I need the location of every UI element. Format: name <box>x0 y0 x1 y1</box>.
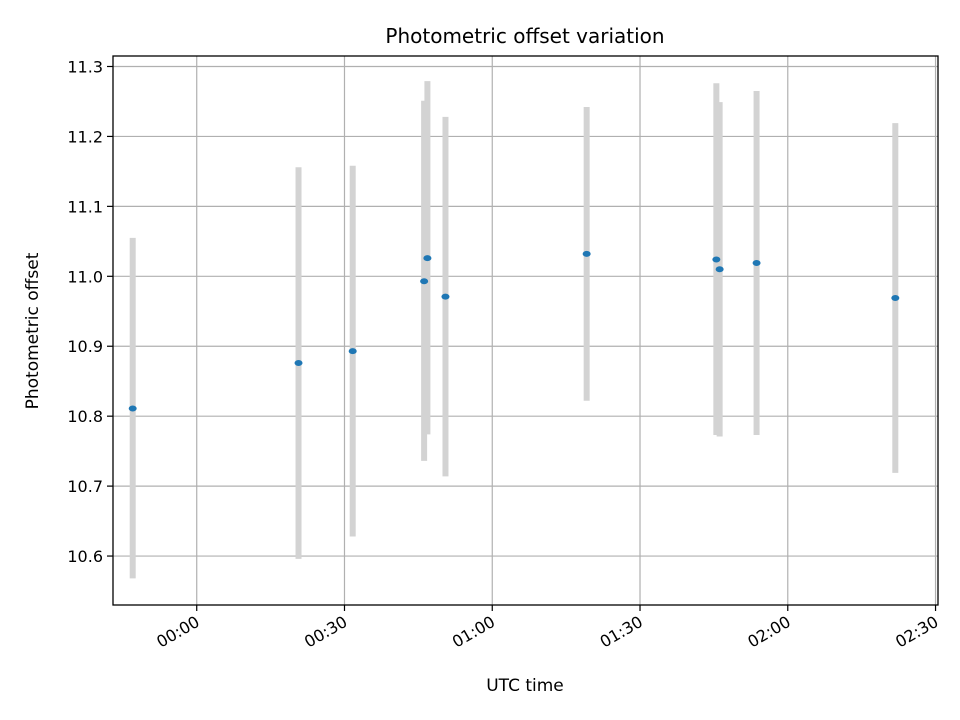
y-tick-label: 10.7 <box>67 477 103 496</box>
y-axis-ticks: 10.6 10.7 10.8 10.9 11.0 11.1 11.2 11.3 <box>67 57 113 566</box>
data-point <box>420 278 429 285</box>
y-tick-label: 11.0 <box>67 267 103 286</box>
y-tick-label: 11.1 <box>67 197 103 216</box>
data-point <box>128 405 137 412</box>
data-points <box>128 250 900 412</box>
data-point <box>348 348 357 355</box>
data-point <box>891 294 900 301</box>
data-point <box>294 360 303 367</box>
data-point <box>423 255 432 262</box>
y-tick-label: 11.2 <box>67 127 103 146</box>
grid-lines <box>113 56 938 605</box>
data-point <box>441 293 450 300</box>
plot-frame <box>112 55 939 606</box>
data-point <box>712 256 721 263</box>
y-tick-label: 10.6 <box>67 547 103 566</box>
y-tick-label: 10.8 <box>67 407 103 426</box>
y-tick-label: 10.9 <box>67 337 103 356</box>
data-point <box>582 250 591 257</box>
data-point <box>715 266 724 273</box>
data-point <box>752 260 761 267</box>
x-axis-label: UTC time <box>486 676 564 696</box>
chart-title: Photometric offset variation <box>385 24 664 48</box>
plot-area <box>113 56 938 605</box>
y-axis-label: Photometric offset <box>23 252 43 409</box>
y-tick-label: 11.3 <box>67 57 103 76</box>
